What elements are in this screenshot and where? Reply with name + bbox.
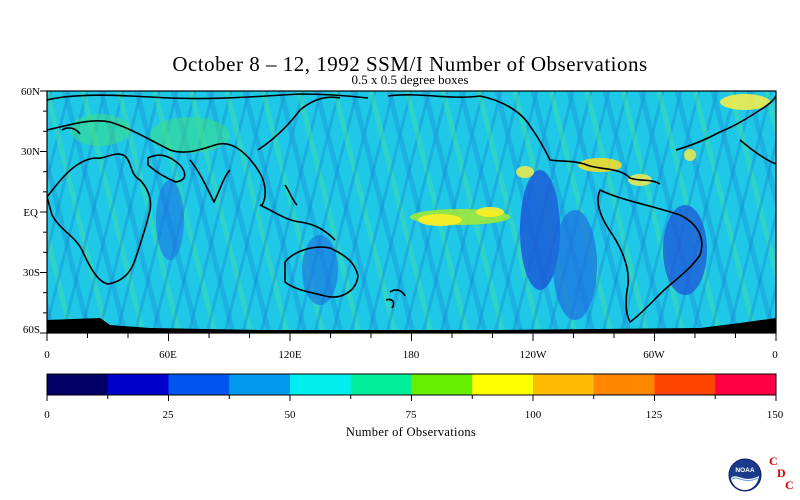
colorbar-tick-label: 150 (767, 409, 784, 421)
lon-label: 0 (44, 349, 50, 361)
swath-stripe (368, 91, 434, 333)
swath-stripe (47, 225, 74, 333)
colorbar-tick-label: 100 (525, 409, 542, 421)
swath-stripe (620, 91, 686, 333)
swath-stripe (0, 91, 15, 333)
lat-label: 30S (23, 267, 40, 279)
swath-stripe (476, 91, 542, 333)
lon-label: 120W (520, 349, 548, 361)
high-obs-region (418, 214, 462, 226)
europe-coast (61, 127, 81, 135)
swath-stripe (548, 91, 614, 333)
new-zealand-coast (385, 289, 406, 309)
colorbar-segment (715, 374, 777, 395)
antarctica-no-data (47, 318, 776, 333)
east-asia-coast (257, 96, 341, 151)
low-obs-region (553, 210, 597, 320)
lat-label: 60S (23, 324, 40, 336)
low-obs-region (156, 180, 184, 260)
swath-stripe (314, 91, 380, 333)
swath-stripe (727, 137, 776, 333)
swath-stripe (47, 91, 110, 333)
swath-stripe (746, 91, 776, 211)
cdc-letter: C (769, 454, 778, 468)
colorbar-tick-label: 125 (646, 409, 663, 421)
swath-stripe (745, 209, 776, 333)
arabia-coast (147, 154, 186, 183)
australia-coast (284, 246, 359, 298)
colorbar-title: Number of Observations (345, 425, 477, 439)
colorbar-tick-label: 50 (285, 409, 297, 421)
colorbar (47, 374, 777, 395)
high-obs-region (516, 166, 534, 178)
map-title: October 8 – 12, 1992 SSM/I Number of Obs… (172, 52, 648, 76)
cdc-letter: D (777, 466, 786, 480)
colorbar-segment (47, 374, 109, 395)
swath-stripe (785, 91, 800, 333)
indonesia-coast (259, 204, 336, 241)
swath-stripe (783, 91, 800, 333)
northern-coast (47, 93, 661, 185)
lon-label: 60W (643, 349, 665, 361)
colorbar-segment (229, 374, 291, 395)
swath-stripe (47, 153, 92, 333)
swath-stripe (566, 91, 632, 333)
north-america-east-coast (675, 94, 776, 151)
axis-ticks (40, 90, 777, 401)
colorbar-segment (654, 374, 716, 395)
west-africa-coast (739, 139, 776, 165)
high-obs-region (578, 158, 622, 172)
colorbar-segment (533, 374, 595, 395)
swath-stripe (0, 91, 17, 333)
swath-stripe (224, 91, 290, 333)
high-obs-region (720, 94, 770, 110)
lon-label: 180 (403, 349, 420, 361)
low-obs-region (520, 170, 560, 290)
noaa-logo: NOAA (728, 458, 762, 492)
map-subtitle: 0.5 x 0.5 degree boxes (351, 72, 469, 87)
colorbar-tick-label: 25 (163, 409, 175, 421)
noaa-logo-text: NOAA (735, 467, 754, 474)
high-obs-region (684, 149, 696, 161)
high-obs-region (150, 117, 230, 153)
colorbar-segment (350, 374, 412, 395)
colorbar-segment (411, 374, 473, 395)
eurasia-south-coast (47, 120, 267, 206)
swath-stripe (386, 91, 452, 333)
observation-field (0, 91, 800, 333)
swath-stripe (692, 91, 758, 333)
india-coast (189, 159, 231, 203)
africa-coast (47, 153, 152, 285)
lon-label: 120E (278, 349, 302, 361)
swath-stripe (584, 91, 650, 333)
cdc-letter: C (785, 478, 794, 492)
colorbar-segment (593, 374, 655, 395)
lat-label: EQ (23, 207, 38, 219)
swath-stripe (332, 91, 398, 333)
south-america-coast (597, 189, 703, 323)
lat-label: 60N (21, 86, 40, 98)
lat-label: 30N (21, 146, 40, 158)
lon-label: 0 (772, 349, 778, 361)
high-obs-region (70, 114, 130, 146)
colorbar-frame (46, 373, 777, 396)
swath-stripe (674, 91, 740, 333)
low-obs-region (302, 235, 338, 305)
colorbar-tick-label: 0 (44, 409, 50, 421)
swath-stripe (602, 91, 668, 333)
philippines-coast (284, 184, 298, 206)
colorbar-segment (168, 374, 230, 395)
colorbar-segment (107, 374, 169, 395)
coastlines (47, 93, 776, 323)
lon-label: 60E (159, 349, 177, 361)
colorbar-segment (472, 374, 534, 395)
high-obs-region (476, 207, 504, 217)
colorbar-tick-label: 75 (406, 409, 418, 421)
colorbar-segment (290, 374, 352, 395)
